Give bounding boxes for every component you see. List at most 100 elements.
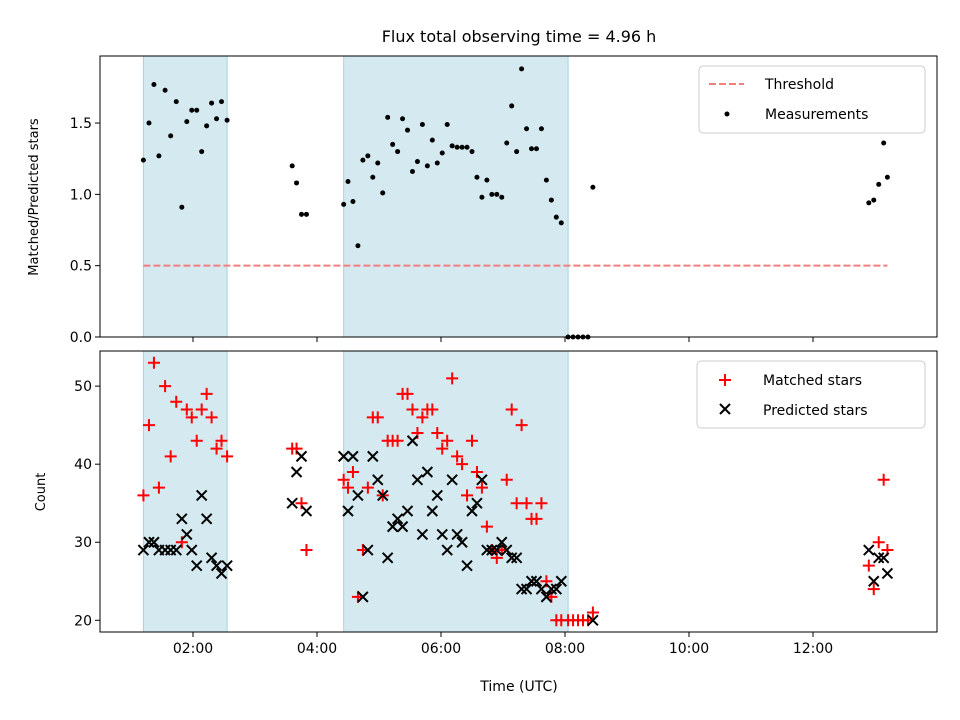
predicted-star-point	[555, 575, 567, 587]
measurement-point	[866, 200, 872, 206]
predicted-star-point	[535, 583, 548, 595]
measurement-point	[434, 160, 440, 166]
measurement-point	[543, 177, 549, 183]
measurement-point	[514, 149, 520, 155]
matched-star-point	[215, 434, 228, 447]
matched-star-point	[180, 403, 193, 416]
x-tick-label: 08:00	[545, 641, 585, 657]
matched-star-point	[877, 473, 890, 486]
observing-interval-shade	[343, 350, 569, 633]
x-tick-label: 02:00	[173, 641, 213, 657]
measurement-point	[548, 197, 554, 203]
predicted-star-point	[300, 505, 313, 517]
matched-star-point	[586, 606, 599, 619]
matched-star-point	[190, 434, 203, 447]
measurement-point	[871, 197, 877, 203]
predicted-star-point	[377, 489, 389, 502]
measurement-point	[449, 143, 455, 149]
predicted-star-point	[881, 567, 894, 580]
measurement-point	[146, 120, 152, 126]
predicted-star-point	[540, 591, 553, 603]
measurement-point	[479, 194, 485, 200]
measurement-point	[474, 174, 480, 180]
predicted-star-point	[587, 614, 599, 626]
predicted-star-point	[347, 450, 359, 463]
predicted-star-point	[471, 497, 483, 509]
predicted-star-point	[461, 559, 473, 572]
predicted-star-point	[170, 544, 182, 556]
matched-star-point	[441, 434, 454, 447]
matched-star-point	[152, 481, 165, 494]
top-axes-frame	[99, 55, 938, 338]
measurement-point	[299, 211, 304, 217]
measurement-point	[385, 114, 391, 120]
measurement-point	[173, 99, 179, 105]
matched-star-point	[416, 411, 429, 424]
predicted-star-point	[491, 544, 503, 556]
matched-star-point	[142, 419, 155, 432]
matched-star-point	[406, 403, 419, 416]
matched-star-point	[342, 481, 354, 494]
matched-star-point	[185, 411, 198, 424]
legend-predicted-swatch	[719, 403, 731, 415]
measurement-point	[553, 214, 559, 220]
measurement-point	[424, 163, 430, 169]
measurement-point	[439, 150, 445, 156]
x-tick-label: 10:00	[669, 641, 709, 657]
measurement-point	[504, 140, 510, 146]
measurement-point	[464, 144, 470, 150]
matched-star-point	[147, 356, 160, 369]
matched-star-point	[872, 536, 885, 549]
measurement-point	[499, 194, 505, 200]
measurement-point	[509, 103, 515, 109]
predicted-star-point	[221, 559, 233, 572]
top-y-axis-label: Matched/Predicted stars	[27, 118, 42, 276]
measurement-point	[350, 198, 356, 204]
predicted-star-point	[372, 474, 384, 486]
measurement-point	[538, 126, 544, 132]
measurement-point	[341, 201, 347, 207]
measurement-point	[209, 100, 215, 106]
matched-star-point	[431, 426, 444, 439]
predicted-star-point	[401, 505, 414, 517]
predicted-star-point	[143, 536, 155, 548]
predicted-star-point	[416, 528, 429, 541]
measurement-point	[380, 190, 386, 196]
measurement-point	[194, 107, 200, 113]
matched-star-point	[337, 473, 350, 486]
measurement-point	[419, 121, 425, 127]
measurement-point	[303, 211, 309, 217]
top-legend: Threshold Measurements	[698, 65, 926, 134]
measurement-point	[140, 157, 146, 163]
predicted-star-point	[362, 544, 374, 556]
matched-star-point	[210, 442, 223, 455]
predicted-star-point	[481, 544, 493, 556]
measurement-point	[184, 119, 190, 125]
measurement-point	[454, 144, 460, 150]
matched-star-point	[300, 544, 313, 557]
measurement-point	[519, 66, 525, 72]
measurement-point	[409, 169, 415, 175]
measurement-point	[355, 243, 361, 249]
matched-star-point	[480, 520, 493, 533]
predicted-star-point	[367, 450, 379, 463]
measurement-point	[289, 163, 295, 169]
bottom-y-tick-label: 30	[74, 535, 92, 551]
measurement-point	[360, 157, 366, 163]
matched-star-point	[195, 403, 208, 416]
matched-star-point	[520, 497, 533, 510]
predicted-star-point	[451, 528, 463, 541]
matched-star-point	[500, 473, 513, 486]
observing-interval-shade	[343, 55, 569, 338]
measurement-point	[365, 153, 371, 159]
bottom-axes-frame	[99, 350, 938, 633]
matched-star-point	[530, 512, 543, 525]
matched-star-point	[137, 489, 150, 502]
measurement-point	[370, 174, 376, 180]
matched-star-point	[867, 583, 880, 596]
x-tick-label: 12:00	[793, 641, 833, 657]
predicted-star-point	[352, 489, 364, 502]
predicted-star-point	[436, 528, 448, 541]
predicted-star-point	[195, 489, 208, 502]
matched-star-point	[451, 450, 464, 463]
